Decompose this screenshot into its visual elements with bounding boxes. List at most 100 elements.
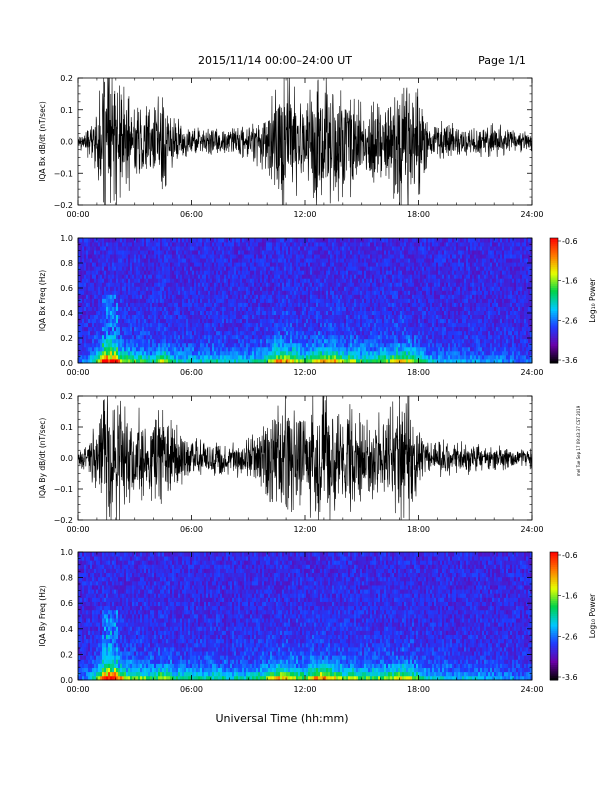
heatmap-cell <box>358 326 361 332</box>
heatmap-cell <box>144 258 147 263</box>
heatmap-cell <box>238 358 241 364</box>
heatmap-cell <box>216 318 219 324</box>
heatmap-cell <box>364 294 367 299</box>
heatmap-cell <box>340 330 343 336</box>
heatmap-cell <box>214 238 217 243</box>
heatmap-cell <box>92 274 95 279</box>
heatmap-cell <box>94 278 97 283</box>
heatmap-cell <box>312 270 315 275</box>
heatmap-cell <box>298 282 301 287</box>
heatmap-cell <box>136 294 139 299</box>
heatmap-cell <box>162 314 165 320</box>
heatmap-cell <box>280 322 283 328</box>
heatmap-cell <box>170 294 173 299</box>
heatmap-cell <box>86 318 89 324</box>
heatmap-cell <box>122 246 125 251</box>
heatmap-cell <box>378 342 381 348</box>
heatmap-cell <box>362 246 365 251</box>
heatmap-cell <box>168 306 171 311</box>
heatmap-cell <box>192 338 195 344</box>
heatmap-cell <box>298 266 301 271</box>
heatmap-cell <box>364 306 367 311</box>
heatmap-cell <box>78 358 81 364</box>
heatmap-cell <box>326 282 329 287</box>
heatmap-cell <box>320 334 323 340</box>
heatmap-cell <box>250 282 253 287</box>
heatmap-cell <box>192 262 195 267</box>
heatmap-cell <box>204 294 207 299</box>
heatmap-cell <box>138 342 141 348</box>
heatmap-cell <box>368 266 371 271</box>
heatmap-cell <box>296 290 299 295</box>
heatmap-cell <box>264 262 267 267</box>
heatmap-cell <box>338 330 341 336</box>
heatmap-cell <box>210 342 213 348</box>
heatmap-cell <box>326 250 329 255</box>
heatmap-cell <box>148 354 151 360</box>
heatmap-cell <box>128 238 131 243</box>
heatmap-cell <box>198 266 201 271</box>
heatmap-cell <box>136 250 139 255</box>
heatmap-cell <box>116 246 119 251</box>
heatmap-cell <box>392 322 395 328</box>
heatmap-cell <box>186 238 189 243</box>
heatmap-cell <box>216 346 219 352</box>
heatmap-cell <box>328 302 331 307</box>
heatmap-cell <box>290 302 293 307</box>
heatmap-cell <box>312 302 315 307</box>
heatmap-cell <box>262 346 265 352</box>
heatmap-cell <box>196 342 199 348</box>
heatmap-cell <box>130 294 133 299</box>
heatmap-cell <box>272 298 275 303</box>
heatmap-cell <box>278 314 281 320</box>
heatmap-cell <box>90 254 93 259</box>
heatmap-cell <box>192 286 195 291</box>
heatmap-cell <box>388 274 391 279</box>
heatmap-cell <box>200 346 203 352</box>
heatmap-cell <box>284 318 287 324</box>
heatmap-cell <box>252 294 255 299</box>
heatmap-cell <box>166 278 169 283</box>
heatmap-cell <box>170 354 173 360</box>
heatmap-cell <box>176 350 179 356</box>
heatmap-cell <box>82 294 85 299</box>
heatmap-cell <box>300 286 303 291</box>
heatmap-cell <box>166 282 169 287</box>
heatmap-cell <box>236 298 239 303</box>
heatmap-cell <box>122 250 125 255</box>
heatmap-cell <box>170 322 173 328</box>
heatmap-cell <box>138 270 141 275</box>
heatmap-cell <box>288 250 291 255</box>
heatmap-cell <box>244 346 247 352</box>
heatmap-cell <box>392 262 395 267</box>
heatmap-cell <box>98 314 101 320</box>
heatmap-cell <box>240 354 243 360</box>
heatmap-cell <box>206 298 209 303</box>
heatmap-cell <box>104 238 107 243</box>
heatmap-cell <box>154 330 157 336</box>
heatmap-cell <box>212 358 215 364</box>
heatmap-cell <box>358 238 361 243</box>
heatmap-cell <box>124 330 127 336</box>
heatmap-cell <box>360 270 363 275</box>
heatmap-cell <box>132 254 135 259</box>
heatmap-cell <box>314 262 317 267</box>
heatmap-cell <box>328 350 331 356</box>
heatmap-cell <box>84 342 87 348</box>
heatmap-cell <box>334 278 337 283</box>
heatmap-cell <box>358 270 361 275</box>
heatmap-cell <box>292 346 295 352</box>
heatmap-cell <box>156 250 159 255</box>
heatmap-cell <box>148 290 151 295</box>
heatmap-cell <box>388 294 391 299</box>
heatmap-cell <box>354 298 357 303</box>
heatmap-cell <box>254 290 257 295</box>
heatmap-cell <box>344 286 347 291</box>
heatmap-cell <box>206 262 209 267</box>
heatmap-cell <box>312 282 315 287</box>
heatmap-cell <box>174 318 177 324</box>
heatmap-cell <box>366 254 369 259</box>
heatmap-cell <box>310 306 313 311</box>
heatmap-cell <box>166 258 169 263</box>
heatmap-cell <box>346 254 349 259</box>
